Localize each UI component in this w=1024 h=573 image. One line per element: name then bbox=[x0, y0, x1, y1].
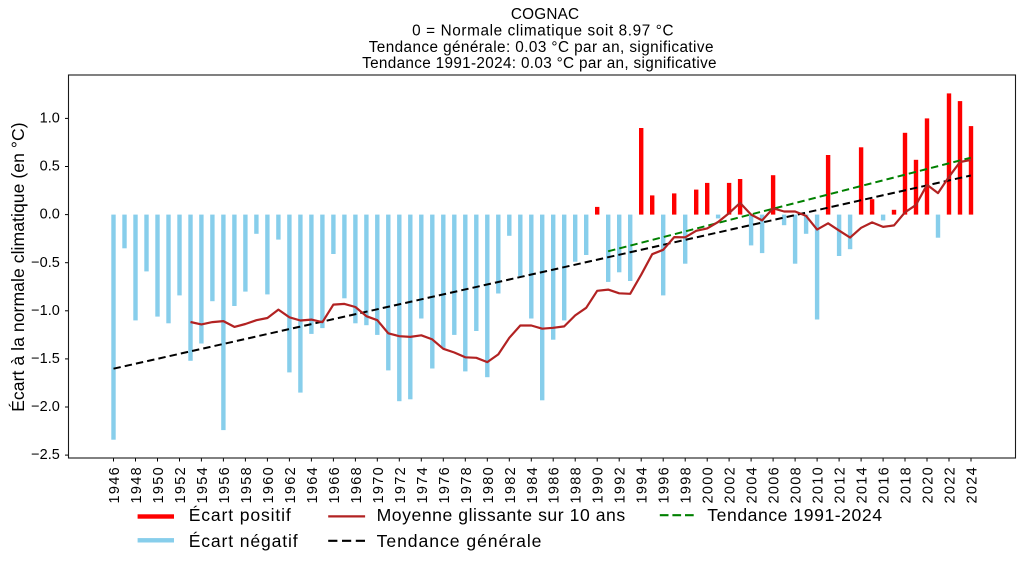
svg-text:Tendance 1991-2024: 0.03 °C pa: Tendance 1991-2024: 0.03 °C par an, sign… bbox=[362, 55, 717, 72]
svg-text:1960: 1960 bbox=[261, 466, 277, 503]
svg-text:Écart à la normale climatique: Écart à la normale climatique (en °C) bbox=[8, 122, 28, 412]
svg-text:2020: 2020 bbox=[921, 466, 937, 503]
svg-text:2002: 2002 bbox=[723, 466, 739, 503]
svg-text:1950: 1950 bbox=[151, 466, 167, 503]
svg-text:1946: 1946 bbox=[107, 466, 123, 503]
svg-text:0 = Normale climatique soit 8.: 0 = Normale climatique soit 8.97 °C bbox=[412, 22, 674, 39]
svg-text:2016: 2016 bbox=[877, 466, 893, 503]
svg-text:−1.0: −1.0 bbox=[31, 303, 60, 319]
svg-text:1968: 1968 bbox=[349, 466, 365, 503]
svg-text:1990: 1990 bbox=[591, 466, 607, 503]
svg-text:1984: 1984 bbox=[525, 466, 541, 503]
svg-text:1956: 1956 bbox=[217, 466, 233, 503]
svg-text:Écart négatif: Écart négatif bbox=[189, 531, 299, 551]
svg-text:1996: 1996 bbox=[657, 466, 673, 503]
svg-text:1998: 1998 bbox=[679, 466, 695, 503]
svg-text:1958: 1958 bbox=[239, 466, 255, 503]
svg-text:1992: 1992 bbox=[613, 466, 629, 503]
svg-text:1962: 1962 bbox=[283, 466, 299, 503]
svg-text:2014: 2014 bbox=[855, 466, 871, 503]
svg-text:1952: 1952 bbox=[173, 466, 189, 503]
svg-text:2010: 2010 bbox=[811, 466, 827, 503]
svg-text:1988: 1988 bbox=[569, 466, 585, 503]
svg-text:−2.5: −2.5 bbox=[31, 447, 60, 463]
svg-text:1974: 1974 bbox=[415, 466, 431, 503]
svg-text:0.5: 0.5 bbox=[40, 159, 60, 175]
svg-text:−1.5: −1.5 bbox=[31, 351, 60, 367]
svg-text:2012: 2012 bbox=[833, 466, 849, 503]
svg-text:−2.0: −2.0 bbox=[31, 399, 60, 415]
svg-text:Tendance 1991-2024: Tendance 1991-2024 bbox=[707, 505, 882, 525]
svg-text:0.0: 0.0 bbox=[40, 207, 60, 223]
svg-text:COGNAC: COGNAC bbox=[511, 6, 579, 23]
svg-text:1976: 1976 bbox=[437, 466, 453, 503]
svg-text:2006: 2006 bbox=[767, 466, 783, 503]
svg-text:Tendance générale: 0.03 °C par: Tendance générale: 0.03 °C par an, signi… bbox=[369, 39, 714, 56]
svg-text:2008: 2008 bbox=[789, 466, 805, 503]
svg-text:1980: 1980 bbox=[481, 466, 497, 503]
svg-text:2022: 2022 bbox=[943, 466, 959, 503]
svg-text:2024: 2024 bbox=[965, 466, 981, 503]
svg-text:1986: 1986 bbox=[547, 466, 563, 503]
svg-text:1948: 1948 bbox=[129, 466, 145, 503]
svg-text:1972: 1972 bbox=[393, 466, 409, 503]
svg-text:1978: 1978 bbox=[459, 466, 475, 503]
svg-text:Moyenne glissante sur 10 ans: Moyenne glissante sur 10 ans bbox=[377, 505, 626, 525]
svg-text:2004: 2004 bbox=[745, 466, 761, 503]
svg-text:Écart positif: Écart positif bbox=[189, 505, 292, 525]
svg-text:Tendance générale: Tendance générale bbox=[377, 531, 543, 551]
svg-text:−0.5: −0.5 bbox=[31, 255, 60, 271]
svg-text:2000: 2000 bbox=[701, 466, 717, 503]
svg-text:1964: 1964 bbox=[305, 466, 321, 503]
svg-text:1966: 1966 bbox=[327, 466, 343, 503]
svg-text:1970: 1970 bbox=[371, 466, 387, 503]
svg-text:2018: 2018 bbox=[899, 466, 915, 503]
svg-text:1.0: 1.0 bbox=[40, 111, 60, 127]
svg-text:1994: 1994 bbox=[635, 466, 651, 503]
svg-text:1954: 1954 bbox=[195, 466, 211, 503]
svg-text:1982: 1982 bbox=[503, 466, 519, 503]
